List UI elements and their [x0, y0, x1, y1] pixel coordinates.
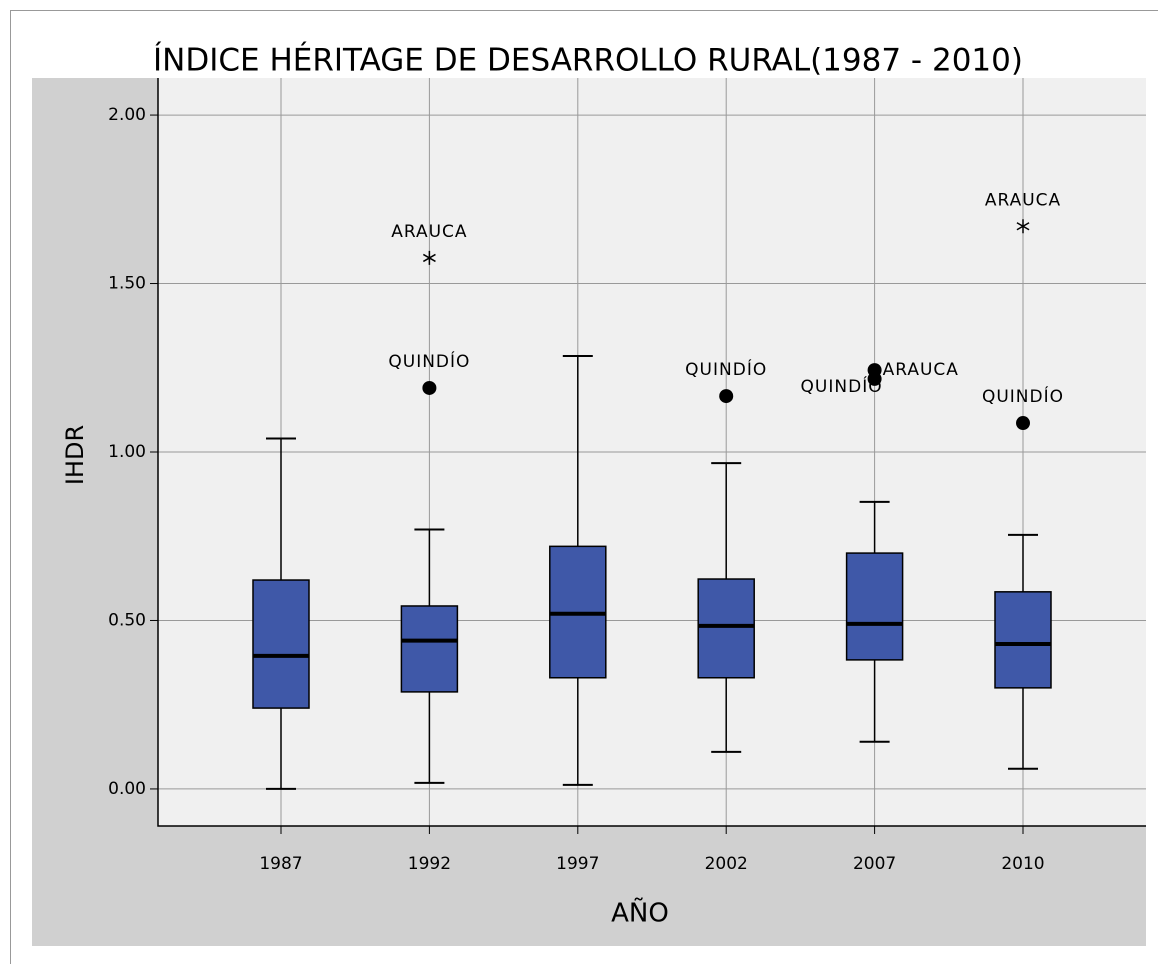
- x-tick-label: 2002: [705, 854, 748, 874]
- y-tick-label: 1.50: [108, 274, 146, 294]
- x-tick-label: 1997: [556, 854, 599, 874]
- x-axis-label: AÑO: [611, 897, 669, 929]
- outlier-circle: [719, 389, 734, 404]
- x-tick-label: 2010: [1001, 854, 1044, 874]
- box: [400, 605, 459, 693]
- x-tick-label: 1987: [259, 854, 302, 874]
- outlier-circle: [422, 380, 437, 395]
- box: [252, 579, 310, 709]
- outlier-label: ARAUCA: [883, 360, 959, 380]
- outlier-star: [422, 250, 436, 265]
- box: [994, 591, 1052, 689]
- outlier-label: QUINDÍO: [982, 385, 1064, 407]
- y-tick-label: 2.00: [108, 105, 146, 125]
- outlier-label: ARAUCA: [391, 222, 467, 242]
- y-tick-label: 0.50: [108, 610, 146, 630]
- outlier-label: QUINDÍO: [685, 358, 767, 380]
- outlier-circle: [1016, 416, 1030, 431]
- outlier-label: ARAUCA: [985, 190, 1061, 210]
- box: [845, 552, 904, 661]
- outlier-circle: [867, 371, 882, 386]
- axes: [157, 78, 1146, 827]
- x-tick-label: 1992: [408, 854, 451, 874]
- outlier-label: QUINDÍO: [801, 375, 883, 397]
- y-tick-label: 0.00: [108, 779, 146, 799]
- box: [697, 578, 755, 679]
- x-tick-label: 2007: [853, 854, 896, 874]
- y-axis-label: IHDR: [61, 425, 89, 485]
- frame: [10, 10, 1158, 964]
- outlier-label: QUINDÍO: [388, 350, 470, 372]
- chart-title: ÍNDICE HÉRITAGE DE DESARROLLO RURAL(1987…: [153, 43, 1023, 79]
- y-tick-label: 1.00: [108, 442, 146, 462]
- outlier-star: [1016, 219, 1030, 234]
